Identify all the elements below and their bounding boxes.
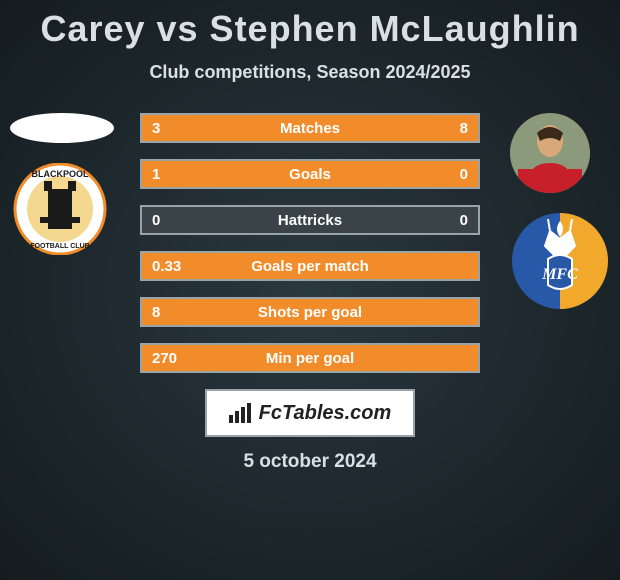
right-player-column: MFC [510,113,610,311]
stat-label: Goals per match [251,258,369,275]
page-title: Carey vs Stephen McLaughlin [0,0,620,50]
stat-label: Shots per goal [258,304,362,321]
stat-label: Matches [280,120,340,137]
left-player-column: BLACKPOOL FOOTBALL CLUB [10,113,114,255]
footer-brand-badge: FcTables.com [205,389,415,437]
player-left-avatar-placeholder [10,113,114,143]
bar-fill-right [233,115,478,141]
stat-label: Min per goal [266,350,354,367]
club-left-text-top: BLACKPOOL [32,169,89,179]
stat-right-value: 0 [460,212,468,229]
stat-row: 3 Matches 8 [140,113,480,143]
subtitle: Club competitions, Season 2024/2025 [0,62,620,83]
comparison-content: BLACKPOOL FOOTBALL CLUB [0,113,620,373]
stat-row: 0 Hattricks 0 [140,205,480,235]
stat-row: 270 Min per goal [140,343,480,373]
stat-row: 1 Goals 0 [140,159,480,189]
club-right-initials: MFC [541,266,578,283]
club-left-text-bottom: FOOTBALL CLUB [30,243,89,250]
club-left-badge: BLACKPOOL FOOTBALL CLUB [10,163,110,255]
footer-brand-text: FcTables.com [259,402,392,425]
stat-left-value: 3 [152,120,160,137]
chart-icon [229,403,253,423]
player-right-avatar [510,113,590,193]
stat-left-value: 270 [152,350,177,367]
stat-left-value: 8 [152,304,160,321]
stat-right-value: 8 [460,120,468,137]
stat-bars: 3 Matches 8 1 Goals 0 0 Hattricks 0 0.33 Goals per… [140,113,480,373]
stat-left-value: 0.33 [152,258,181,275]
stat-left-value: 0 [152,212,160,229]
stat-row: 8 Shots per goal [140,297,480,327]
stat-label: Goals [289,166,331,183]
stat-row: 0.33 Goals per match [140,251,480,281]
stat-right-value: 0 [460,166,468,183]
date-text: 5 october 2024 [0,451,620,473]
club-right-badge: MFC [510,211,610,311]
stat-label: Hattricks [278,212,342,229]
stat-left-value: 1 [152,166,160,183]
